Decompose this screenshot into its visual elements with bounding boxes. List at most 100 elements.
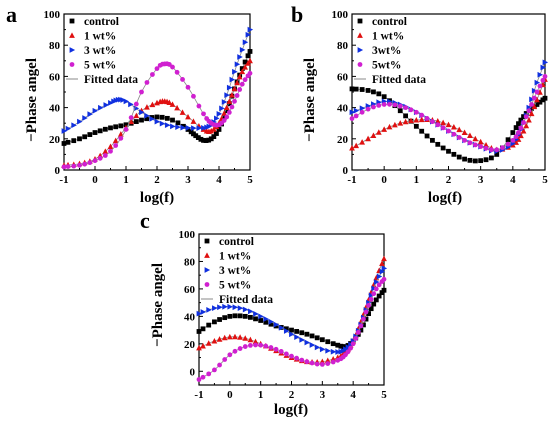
data-point (386, 123, 393, 130)
data-point (283, 326, 289, 332)
series-5-wt- (196, 276, 387, 382)
legend: control 1 wt% 3 wt% 5 wt% Fitted data (201, 236, 273, 306)
data-point (191, 93, 196, 99)
data-point (529, 102, 534, 107)
data-point (150, 72, 155, 77)
data-point (206, 322, 212, 328)
legend-label: 5 wt% (84, 60, 116, 72)
panel-label-c: c (140, 208, 150, 233)
y-tick-label: 20 (49, 134, 61, 146)
data-point (368, 306, 374, 312)
data-point (224, 108, 230, 114)
data-point (193, 133, 199, 139)
data-point (247, 308, 254, 315)
y-tick-label: 0 (55, 165, 61, 177)
data-point (434, 118, 441, 124)
data-point (206, 137, 212, 143)
data-point (523, 114, 529, 120)
data-point (353, 107, 360, 114)
data-point (343, 344, 348, 349)
data-point (379, 268, 386, 275)
data-point (191, 125, 197, 131)
data-point (144, 80, 150, 85)
y-axis-label-a: −Phase angel (24, 58, 40, 142)
y-tick-label: 80 (184, 256, 196, 268)
data-point (102, 153, 108, 158)
data-point (462, 137, 467, 143)
data-point (359, 109, 365, 115)
data-point (212, 305, 218, 312)
data-point (299, 357, 305, 363)
data-point (540, 77, 546, 83)
data-point (345, 343, 351, 348)
data-point (505, 137, 511, 143)
panel-b: b −Phase angel log(f) -1 0 1 2 3 4 50204060801… (291, 2, 548, 206)
x-tick-label: 1 (414, 174, 420, 186)
data-point (446, 148, 451, 154)
data-point (373, 286, 379, 292)
y-axis-label-c: −Phase angel (150, 263, 166, 347)
data-point (304, 359, 310, 365)
data-point (247, 57, 253, 64)
data-point (542, 59, 549, 66)
data-point (319, 346, 326, 353)
data-point (216, 110, 223, 117)
legend-marker (69, 32, 75, 38)
data-point (164, 122, 171, 129)
data-point (483, 141, 489, 148)
data-point (263, 316, 269, 322)
legend-label: 1 wt% (84, 31, 116, 43)
data-point (518, 117, 524, 123)
data-point (174, 104, 180, 111)
data-point (435, 122, 441, 128)
data-point (201, 137, 206, 143)
data-point (239, 68, 246, 75)
data-point (237, 346, 243, 351)
data-point (234, 61, 241, 68)
fitted-curve (198, 279, 385, 380)
x-tick-label: 3 (320, 389, 326, 401)
data-point (166, 99, 173, 105)
data-point (376, 282, 382, 288)
data-point (403, 113, 409, 119)
data-point (247, 342, 253, 348)
data-point (371, 291, 377, 297)
data-point (368, 292, 375, 299)
data-point (239, 47, 246, 53)
data-point (216, 127, 222, 132)
data-point (217, 362, 222, 368)
data-point (363, 316, 369, 322)
data-point (232, 333, 238, 340)
data-point (208, 127, 215, 134)
data-point (180, 77, 185, 82)
data-point (226, 109, 232, 115)
data-point (520, 127, 527, 134)
data-point (355, 329, 361, 335)
data-point (440, 119, 447, 126)
data-point (345, 349, 351, 355)
data-point (456, 126, 463, 133)
data-point (71, 122, 77, 129)
data-point (456, 135, 462, 140)
data-point (461, 129, 468, 135)
data-point (65, 139, 71, 145)
data-point (237, 334, 243, 340)
data-point (247, 70, 253, 76)
data-point (253, 316, 258, 322)
x-tick-label: 2 (154, 174, 160, 186)
data-point (325, 339, 331, 345)
data-point (245, 31, 252, 38)
data-point (166, 62, 172, 67)
data-point (65, 125, 72, 132)
data-point (196, 125, 203, 132)
x-tick-label: 0 (381, 174, 387, 186)
data-point (71, 138, 77, 144)
data-point (516, 130, 521, 135)
data-point (82, 134, 88, 140)
data-point (387, 101, 392, 107)
data-point (174, 69, 180, 75)
data-point (451, 151, 457, 157)
data-point (349, 116, 355, 121)
data-point (478, 158, 484, 164)
x-tick-label: -1 (194, 389, 203, 401)
